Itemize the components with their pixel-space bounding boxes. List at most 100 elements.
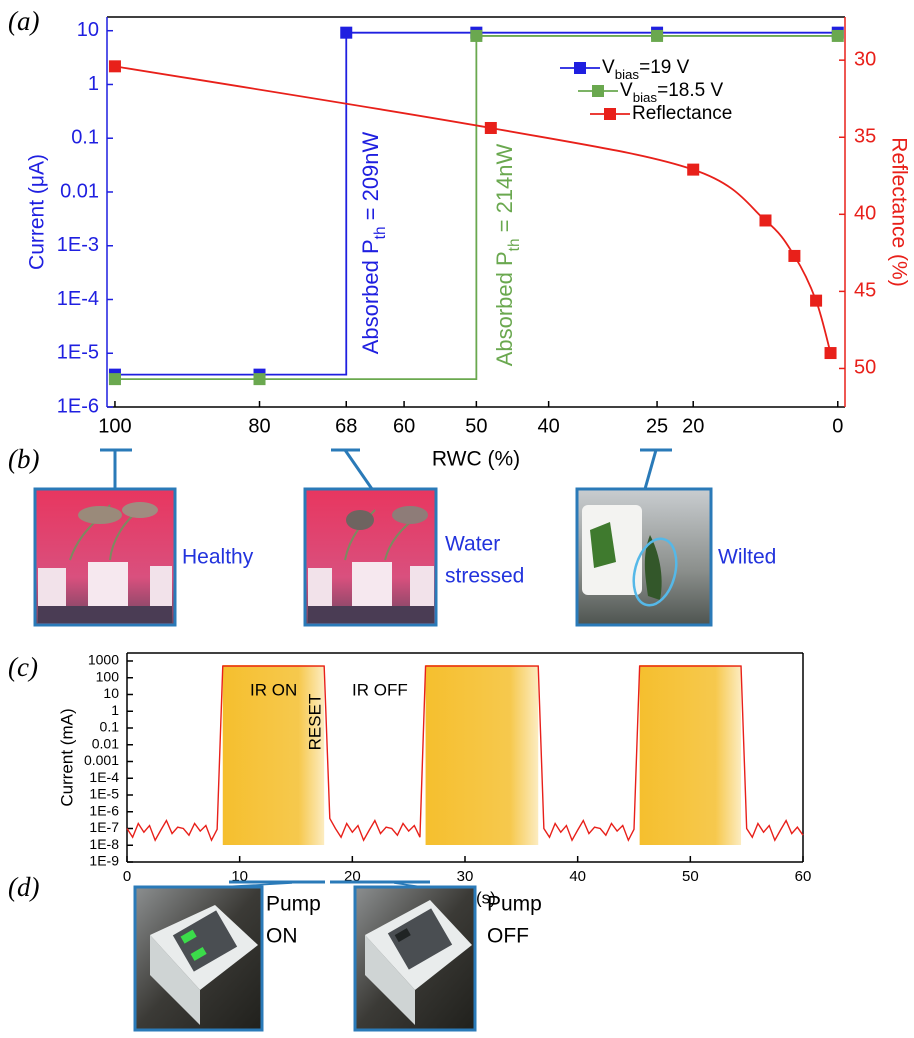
x-tick-label: 60 [393, 415, 415, 437]
y-tick-label: 1E-5 [57, 342, 99, 364]
photo-caption: Pump [487, 893, 542, 916]
annotation: RESET [305, 694, 324, 751]
photo-caption: Water [445, 533, 500, 556]
photo-caption: Healthy [182, 546, 254, 569]
x-tick-label: 20 [682, 415, 704, 437]
x-tick-label: 0 [832, 415, 843, 437]
data-point [470, 30, 482, 42]
text-part: = 214nW [492, 143, 517, 238]
y-tick-label: 10 [103, 685, 119, 701]
y-axis-label: Current (mA) [57, 708, 76, 806]
y-tick-label: 0.01 [92, 735, 119, 751]
photo-caption: stressed [445, 565, 524, 588]
y-tick-label: 1000 [88, 652, 119, 668]
x-tick-label: 68 [335, 415, 357, 437]
legend-marker [574, 62, 586, 74]
y2-axis-label: Reflectance (%) [887, 137, 910, 286]
photo-healthy [35, 489, 175, 625]
legend-marker [592, 85, 604, 97]
photo-caption: OFF [487, 925, 529, 948]
legend-label: Reflectance [632, 103, 732, 124]
text-part: Absorbed P [358, 239, 383, 354]
data-point [651, 30, 663, 42]
photo-pump-off [355, 887, 475, 1030]
subscript: th [372, 226, 389, 239]
photo-connectors [100, 450, 672, 489]
annotation: IR OFF [352, 680, 408, 699]
legend-marker [604, 108, 616, 120]
panel-label: (a) [8, 6, 39, 36]
text-part: V [602, 57, 615, 78]
shaded-region [640, 665, 741, 845]
x-tick-label: 100 [98, 415, 131, 437]
figure: (a) (b) (c) (d) 1010.10.011E-31E-41E-51E… [0, 0, 914, 1038]
annotation: Absorbed Pth = 209nW [358, 131, 389, 354]
y-tick-label: 0.1 [71, 127, 99, 149]
y-tick-label: 1E-4 [57, 288, 99, 310]
y2-tick-label: 45 [854, 280, 876, 302]
y-tick-label: 1E-7 [89, 819, 119, 835]
x-tick-label: 30 [457, 868, 474, 885]
data-point [109, 60, 121, 72]
text-part: Absorbed P [492, 251, 517, 366]
y-tick-label: 1 [111, 702, 119, 718]
x-tick-label: 40 [538, 415, 560, 437]
y-tick-label: 1E-6 [89, 802, 119, 818]
y-tick-label: 1 [88, 73, 99, 95]
annotation: Absorbed Pth = 214nW [492, 143, 523, 366]
y2-tick-label: 35 [854, 126, 876, 148]
y-tick-label: 10 [77, 19, 99, 41]
x-tick-label: 0 [123, 868, 131, 885]
series-line [115, 36, 838, 379]
annotation: IR ON [250, 680, 297, 699]
data-point [832, 30, 844, 42]
x-tick-label: 25 [646, 415, 668, 437]
data-point [254, 373, 266, 385]
y2-tick-label: 30 [854, 48, 876, 70]
y-tick-label: 1E-5 [89, 786, 119, 802]
y-tick-label: 1E-4 [89, 769, 119, 785]
y-tick-label: 100 [96, 668, 120, 684]
y-tick-label: 0.01 [60, 180, 99, 202]
y-tick-label: 1E-9 [89, 853, 119, 869]
y-tick-label: 1E-8 [89, 836, 119, 852]
data-point [825, 347, 837, 359]
photo-caption: ON [266, 925, 298, 948]
panel-label: (b) [8, 444, 39, 474]
y-tick-label: 0.001 [84, 752, 119, 768]
text-part: =18.5 V [657, 80, 723, 101]
y-axis-label: Current (μA) [26, 154, 49, 270]
panel-label: (c) [8, 652, 38, 682]
y-tick-label: 1E-6 [57, 395, 99, 417]
legend-label: Vbias=18.5 V [620, 80, 723, 105]
photo-pump-on [135, 887, 262, 1030]
panel-label: (d) [8, 872, 39, 902]
y2-tick-label: 40 [854, 203, 876, 225]
y-tick-label: 0.1 [100, 719, 120, 735]
data-point [485, 122, 497, 134]
photo-wilted [577, 489, 711, 625]
photo-caption: Wilted [718, 546, 776, 569]
text-part: V [620, 80, 633, 101]
data-point [109, 373, 121, 385]
data-point [788, 250, 800, 262]
y-tick-label: 1E-3 [57, 234, 99, 256]
text-part: = 209nW [358, 131, 383, 226]
x-tick-label: 40 [569, 868, 586, 885]
subscript: th [506, 238, 523, 251]
x-tick-label: 60 [795, 868, 812, 885]
data-point [810, 295, 822, 307]
x-axis-label: RWC (%) [432, 448, 520, 471]
text-part: =19 V [639, 57, 690, 78]
data-point [340, 27, 352, 39]
x-tick-label: 50 [682, 868, 699, 885]
photo-caption: Pump [266, 893, 321, 916]
y2-tick-label: 50 [854, 357, 876, 379]
shaded-region [426, 665, 539, 845]
x-tick-label: 50 [465, 415, 487, 437]
x-tick-label: 80 [248, 415, 270, 437]
data-point [687, 164, 699, 176]
data-point [759, 214, 771, 226]
legend-label: Vbias=19 V [602, 57, 690, 82]
